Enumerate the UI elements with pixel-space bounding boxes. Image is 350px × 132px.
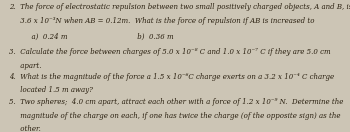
Text: located 1.5 m away?: located 1.5 m away? [9, 86, 93, 95]
Text: 5.  Two spheres;  4.0 cm apart, attract each other with a force of 1.2 x 10⁻⁹ N.: 5. Two spheres; 4.0 cm apart, attract ea… [9, 98, 343, 106]
Text: other.: other. [9, 125, 41, 132]
Text: 3.6 x 10⁻³N when AB = 0.12m.  What is the force of repulsion if AB is increased : 3.6 x 10⁻³N when AB = 0.12m. What is the… [9, 17, 314, 25]
Text: apart.: apart. [9, 62, 41, 70]
Text: a)  0.24 m                               b)  0.36 m: a) 0.24 m b) 0.36 m [9, 33, 173, 41]
Text: 3.  Calculate the force between charges of 5.0 x 10⁻⁸ C and 1.0 x 10⁻⁷ C if they: 3. Calculate the force between charges o… [9, 48, 330, 56]
Text: 4.  What is the magnitude of the force a 1.5 x 10⁻⁶C charge exerts on a 3.2 x 10: 4. What is the magnitude of the force a … [9, 73, 334, 81]
Text: magnitude of the charge on each, if one has twice the charge (of the opposite si: magnitude of the charge on each, if one … [9, 112, 340, 120]
Text: 2.  The force of electrostatic repulsion between two small positively charged ob: 2. The force of electrostatic repulsion … [9, 3, 350, 11]
